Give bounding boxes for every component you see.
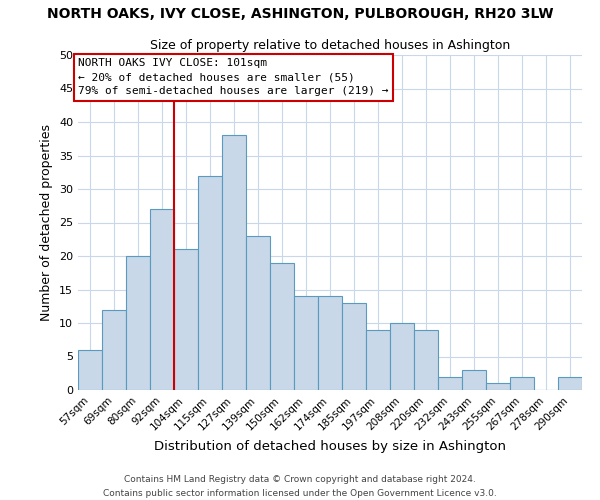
Bar [102, 310, 126, 390]
Bar [342, 303, 366, 390]
Text: Contains HM Land Registry data © Crown copyright and database right 2024.
Contai: Contains HM Land Registry data © Crown c… [103, 476, 497, 498]
Bar [126, 256, 150, 390]
X-axis label: Distribution of detached houses by size in Ashington: Distribution of detached houses by size … [154, 440, 506, 453]
Text: NORTH OAKS, IVY CLOSE, ASHINGTON, PULBOROUGH, RH20 3LW: NORTH OAKS, IVY CLOSE, ASHINGTON, PULBOR… [47, 8, 553, 22]
Bar [270, 262, 294, 390]
Bar [462, 370, 486, 390]
Bar [294, 296, 318, 390]
Text: NORTH OAKS IVY CLOSE: 101sqm
← 20% of detached houses are smaller (55)
79% of se: NORTH OAKS IVY CLOSE: 101sqm ← 20% of de… [78, 58, 389, 96]
Bar [486, 384, 510, 390]
Bar [558, 376, 582, 390]
Bar [366, 330, 390, 390]
Bar [510, 376, 534, 390]
Bar [78, 350, 102, 390]
Bar [246, 236, 270, 390]
Title: Size of property relative to detached houses in Ashington: Size of property relative to detached ho… [150, 40, 510, 52]
Bar [318, 296, 342, 390]
Bar [390, 323, 414, 390]
Bar [438, 376, 462, 390]
Bar [150, 209, 174, 390]
Y-axis label: Number of detached properties: Number of detached properties [40, 124, 53, 321]
Bar [198, 176, 222, 390]
Bar [414, 330, 438, 390]
Bar [222, 136, 246, 390]
Bar [174, 250, 198, 390]
